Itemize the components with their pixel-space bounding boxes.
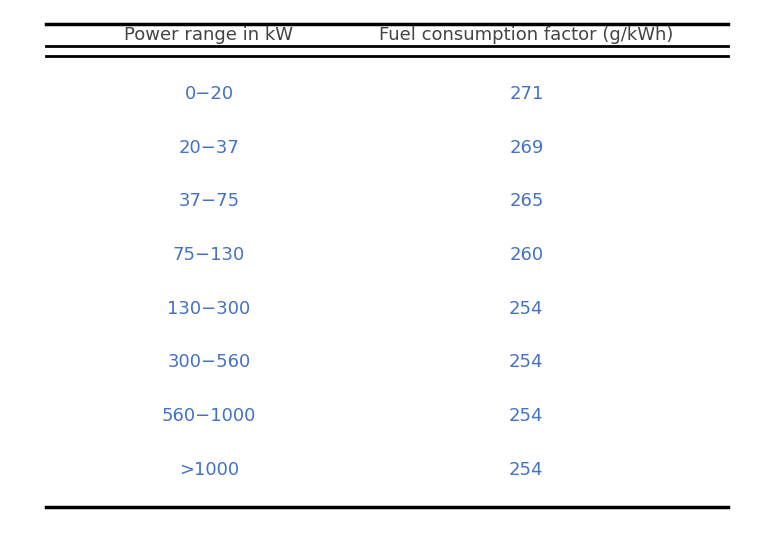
Text: 37−75: 37−75 <box>179 192 239 211</box>
Text: 254: 254 <box>509 461 543 479</box>
Text: 0−20: 0−20 <box>184 85 234 103</box>
Text: 130−300: 130−300 <box>167 300 251 318</box>
Text: 20−37: 20−37 <box>179 139 239 157</box>
Text: Power range in kW: Power range in kW <box>125 26 293 44</box>
Text: 265: 265 <box>509 192 543 211</box>
Text: 75−130: 75−130 <box>173 246 245 264</box>
Text: 300−560: 300−560 <box>167 353 251 372</box>
Text: >1000: >1000 <box>179 461 239 479</box>
Text: 260: 260 <box>509 246 543 264</box>
Text: 254: 254 <box>509 353 543 372</box>
Text: 254: 254 <box>509 300 543 318</box>
Text: 560−1000: 560−1000 <box>162 407 256 425</box>
Text: 269: 269 <box>509 139 543 157</box>
Text: 271: 271 <box>509 85 543 103</box>
Text: 254: 254 <box>509 407 543 425</box>
Text: Fuel consumption factor (g/kWh): Fuel consumption factor (g/kWh) <box>379 26 673 44</box>
